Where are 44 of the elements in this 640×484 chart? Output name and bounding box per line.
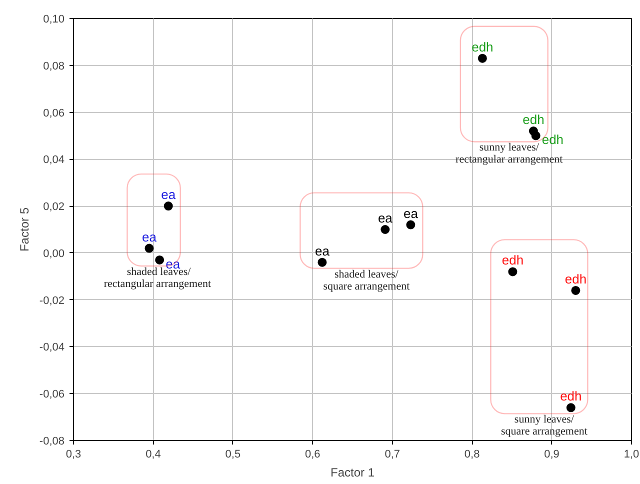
x-axis-title: Factor 1 bbox=[330, 466, 375, 480]
text: edh bbox=[564, 271, 587, 286]
y-tick-label: -0,08 bbox=[39, 436, 65, 448]
y-tick-label: 0,00 bbox=[43, 248, 65, 260]
text: edh bbox=[502, 252, 524, 268]
point bbox=[566, 403, 576, 412]
annotation: shaded leaves/ square arrangement bbox=[323, 268, 410, 292]
text: edh bbox=[522, 112, 544, 128]
text: ea bbox=[403, 206, 418, 221]
text: ea bbox=[142, 229, 156, 244]
series-label: edh bbox=[560, 388, 582, 404]
x-tick-label: 0,8 bbox=[464, 448, 480, 460]
y-tick-label: 0,10 bbox=[43, 14, 65, 26]
point bbox=[318, 258, 327, 267]
point bbox=[508, 267, 518, 276]
y-tick-label: 0,02 bbox=[43, 201, 65, 214]
x-tick-label: 0,6 bbox=[304, 448, 320, 460]
point bbox=[155, 255, 164, 264]
point bbox=[531, 131, 540, 140]
point bbox=[380, 225, 390, 234]
y-tick-label: -0,04 bbox=[39, 342, 65, 354]
x-tick-label: 0,9 bbox=[544, 448, 560, 460]
point bbox=[144, 244, 154, 253]
annotation: shaded leaves/ rectangular arrangement bbox=[104, 266, 212, 290]
annotation: sunny leaves/ square arrangement bbox=[501, 414, 588, 438]
x-tick-label: 0,7 bbox=[384, 448, 400, 460]
y-tick-label: -0,02 bbox=[39, 294, 65, 307]
y-tick-label: -0,06 bbox=[39, 388, 65, 401]
text: ea bbox=[378, 210, 392, 226]
text: ea bbox=[161, 187, 176, 202]
text: edh bbox=[472, 39, 494, 54]
y-axis-title: Factor 5 bbox=[17, 207, 32, 252]
point bbox=[406, 220, 416, 230]
point bbox=[164, 202, 173, 211]
series-label: ea bbox=[314, 243, 330, 258]
y-tick-label: 0,06 bbox=[43, 107, 65, 120]
point bbox=[571, 286, 580, 295]
y-tick-label: 0,04 bbox=[43, 154, 65, 166]
point bbox=[478, 54, 487, 63]
y-tick-label: 0,08 bbox=[43, 60, 65, 72]
x-tick-label: 0,5 bbox=[225, 448, 241, 460]
x-tick-label: 0,3 bbox=[66, 448, 82, 460]
x-tick-label: 1,0 bbox=[624, 448, 640, 460]
x-tick-label: 0,4 bbox=[146, 448, 161, 460]
